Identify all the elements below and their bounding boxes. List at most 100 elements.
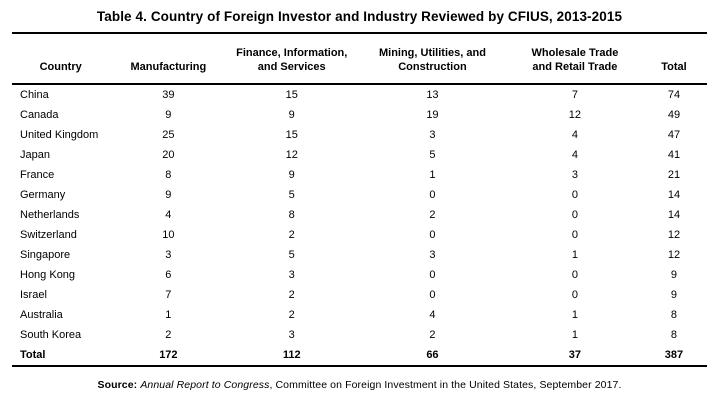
column-header-mining-utilities-construction: Mining, Utilities, and Construction [356,33,509,85]
column-header-label: Mining, Utilities, and [378,47,486,59]
wholesale-value-cell: 0 [571,208,578,221]
manufacturing-value-cell: 3 [165,248,172,261]
total-value-cell: 12 [667,248,681,261]
wholesale-value-cell: 1 [571,328,578,341]
country-cell: South Korea [20,328,82,341]
wholesale-value-cell: 0 [571,188,578,201]
wholesale-value-cell: 0 [571,288,578,301]
table-row: Total 172 112 66 37 387 [12,345,707,366]
header-row: Country Manufacturing Finance, Informati… [12,33,707,85]
wholesale-value-cell: 1 [571,308,578,321]
column-header-manufacturing: Manufacturing [109,33,228,85]
total-value-cell: 14 [667,208,681,221]
wholesale-value-cell: 4 [571,128,578,141]
table-row: Netherlands 4 8 2 0 14 [12,205,707,225]
country-cell: Australia [20,308,63,321]
column-header-label-line2: and Retail Trade [532,60,618,73]
table-row: Australia 1 2 4 1 8 [12,305,707,325]
total-value-cell: 49 [667,108,681,121]
table-title: Table 4. Country of Foreign Investor and… [96,9,623,24]
column-header-finance-information-services: Finance, Information, and Services [227,33,356,85]
manufacturing-value-cell: 4 [165,208,172,221]
table-row: United Kingdom 25 15 3 4 47 [12,125,707,145]
wholesale-value-cell: 1 [571,248,578,261]
total-value-cell: 12 [667,228,681,241]
mining-value-cell: 0 [429,288,436,301]
table-row: France 8 9 1 3 21 [12,165,707,185]
finance-value-cell: 5 [288,188,295,201]
finance-value-cell: 3 [288,328,295,341]
column-header-label: Total [661,60,687,73]
table-row: Israel 7 2 0 0 9 [12,285,707,305]
wholesale-value-cell: 0 [571,268,578,281]
manufacturing-value-cell: 7 [165,288,172,301]
country-cell: Netherlands [20,208,80,221]
wholesale-value-cell: 12 [568,108,582,121]
manufacturing-value-cell: 9 [165,188,172,201]
manufacturing-value-cell: 6 [165,268,172,281]
total-value-cell: 74 [667,88,681,101]
mining-value-cell: 2 [429,328,436,341]
mining-value-cell: 0 [429,268,436,281]
table-row: Germany 9 5 0 0 14 [12,185,707,205]
table-body: China 39 15 13 7 74 Canada 9 9 19 12 49 … [12,84,707,366]
column-header-wholesale-retail-trade: Wholesale Trade and Retail Trade [508,33,641,85]
finance-value-cell: 15 [285,88,298,101]
wholesale-value-cell: 37 [568,348,582,361]
finance-value-cell: 9 [288,108,295,121]
total-value-cell: 9 [670,288,678,301]
mining-value-cell: 4 [429,308,436,321]
column-header-label: Country [39,60,82,73]
source-citation-rest: , Committee on Foreign Investment in the… [269,378,622,391]
country-cell: Japan [20,148,50,161]
total-value-cell: 41 [667,148,681,161]
manufacturing-value-cell: 2 [165,328,172,341]
finance-value-cell: 2 [288,308,295,321]
table-row: Singapore 3 5 3 1 12 [12,245,707,265]
finance-value-cell: 112 [282,348,301,361]
finance-value-cell: 2 [288,228,295,241]
total-value-cell: 387 [664,348,684,361]
column-header-total: Total [640,33,707,85]
country-cell: Singapore [20,248,71,261]
manufacturing-value-cell: 10 [162,228,175,241]
table-row: South Korea 2 3 2 1 8 [12,325,707,345]
finance-value-cell: 12 [285,148,298,161]
mining-value-cell: 0 [429,228,436,241]
manufacturing-value-cell: 39 [162,88,175,101]
total-value-cell: 8 [670,328,678,341]
country-cell: Total [20,348,46,361]
wholesale-value-cell: 4 [571,148,578,161]
mining-value-cell: 66 [426,348,439,361]
country-cell: Switzerland [20,228,77,241]
manufacturing-value-cell: 1 [165,308,172,321]
mining-value-cell: 3 [429,248,436,261]
finance-value-cell: 9 [288,168,295,181]
total-value-cell: 9 [670,268,678,281]
finance-value-cell: 15 [285,128,298,141]
country-cell: Hong Kong [20,268,76,281]
total-value-cell: 21 [667,168,681,181]
country-cell: Israel [20,288,47,301]
manufacturing-value-cell: 25 [162,128,175,141]
table-row: Hong Kong 6 3 0 0 9 [12,265,707,285]
total-value-cell: 47 [667,128,681,141]
mining-value-cell: 2 [429,208,436,221]
country-cell: China [20,88,49,101]
mining-value-cell: 1 [429,168,436,181]
total-value-cell: 8 [670,308,678,321]
mining-value-cell: 19 [426,108,439,121]
total-value-cell: 14 [667,188,681,201]
column-header-label: Wholesale Trade [531,47,619,59]
table-row: China 39 15 13 7 74 [12,84,707,105]
column-header-country: Country [12,33,110,85]
finance-value-cell: 8 [288,208,295,221]
country-cell: United Kingdom [20,128,99,141]
finance-value-cell: 3 [288,268,295,281]
manufacturing-value-cell: 8 [165,168,172,181]
column-header-label: Finance, Information, [236,47,348,59]
manufacturing-value-cell: 172 [159,348,178,361]
source-note: Source: Annual Report to Congress, Commi… [0,367,719,391]
wholesale-value-cell: 0 [571,228,578,241]
